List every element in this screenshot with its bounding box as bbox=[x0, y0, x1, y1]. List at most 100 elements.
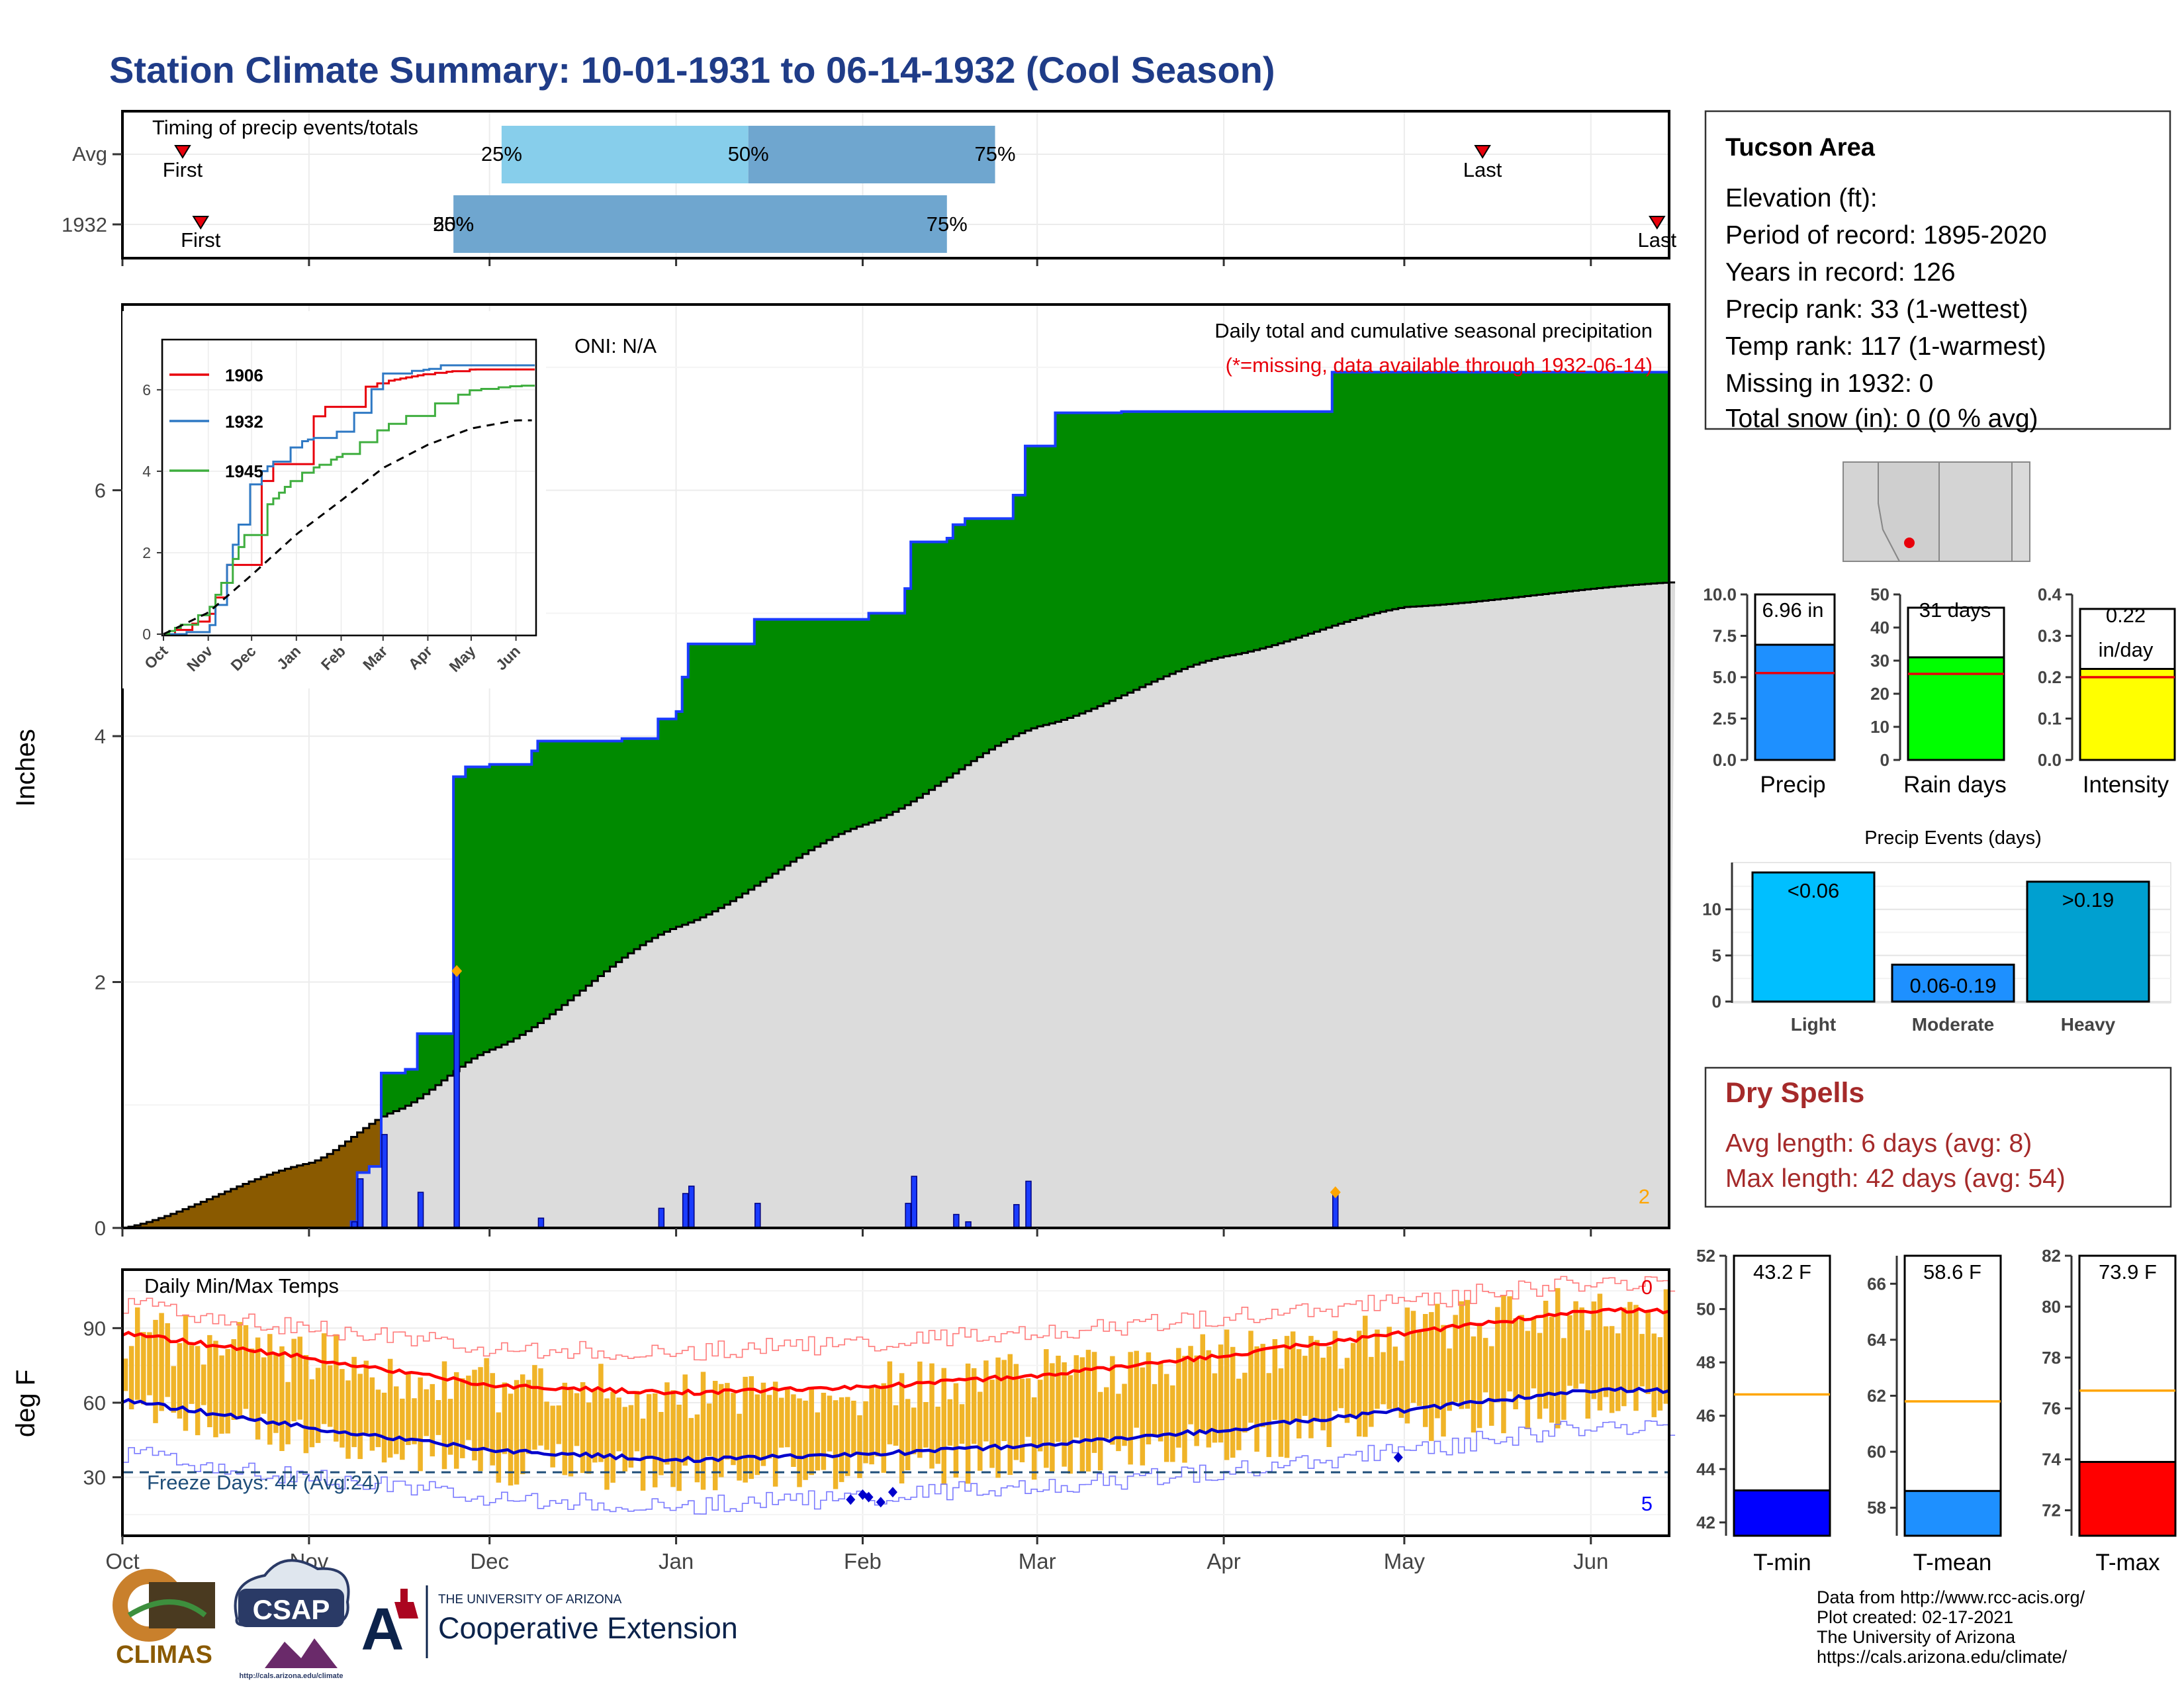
credit-line-1: Data from http://www.rcc-acis.org/ bbox=[1817, 1587, 2085, 1607]
daily-precip-bar-4 bbox=[453, 970, 460, 1229]
timing-frame bbox=[121, 110, 1670, 259]
csap-logo: CSAP http://cals.arizona.edu/climate bbox=[234, 1559, 350, 1680]
y1932-q75-label: 75% bbox=[927, 212, 968, 236]
precip-ytick-6: 6 bbox=[95, 479, 106, 502]
station-location-marker bbox=[1904, 538, 1915, 548]
info-line-missing: Missing in 1932: 0 bbox=[1725, 369, 1933, 398]
record-low-marker-0 bbox=[846, 1494, 856, 1505]
intensity-tick-0.2: 0.2 bbox=[2038, 667, 2062, 687]
inset-legend-1932: 1932 bbox=[225, 412, 263, 432]
raindays-tick-30: 30 bbox=[1870, 651, 1889, 671]
inset-line-1945 bbox=[163, 385, 535, 635]
y1932-q50-label: 50% bbox=[433, 212, 474, 236]
climas-logo: CLIMAS bbox=[113, 1569, 215, 1669]
precip-tick-7.5: 7.5 bbox=[1713, 626, 1737, 646]
intensity-tick-0.0: 0.0 bbox=[2038, 750, 2062, 770]
ua-letter: A bbox=[361, 1597, 404, 1663]
daily-precip-bar-3 bbox=[417, 1192, 424, 1229]
y1932-last-marker bbox=[1649, 216, 1666, 230]
inset-average-line bbox=[163, 419, 532, 635]
intensity-frame bbox=[2079, 608, 2176, 670]
month-label-Apr: Apr bbox=[1206, 1549, 1240, 1573]
tmin-frame bbox=[1733, 1254, 1831, 1537]
info-line-period: Period of record: 1895-2020 bbox=[1725, 221, 2047, 250]
raindays-mini-label: Rain days bbox=[1903, 772, 2007, 798]
record-day-marker-1 bbox=[1330, 1186, 1341, 1199]
daily-temperature-bars bbox=[122, 1288, 1669, 1491]
record-low-marker-4 bbox=[858, 1489, 868, 1500]
avg-q25-label: 25% bbox=[481, 142, 522, 165]
hot-count-label: 0 bbox=[1641, 1276, 1653, 1299]
temp-ytick-60: 60 bbox=[83, 1391, 106, 1415]
inset-frame bbox=[161, 338, 537, 637]
events-tick-5: 5 bbox=[1712, 945, 1721, 965]
tmax-tick-78: 78 bbox=[2042, 1348, 2061, 1368]
inset-legend-1945: 1945 bbox=[225, 461, 263, 481]
locator-map bbox=[1843, 461, 2030, 562]
raindays-tick-20: 20 bbox=[1870, 684, 1889, 704]
dry-spells-max: Max length: 42 days (avg: 54) bbox=[1725, 1164, 2066, 1193]
station-info-box: Tucson Area Elevation (ft): Period of re… bbox=[1704, 110, 2171, 433]
raindays-tick-0: 0 bbox=[1880, 750, 1889, 770]
precip-title-right: Daily total and cumulative seasonal prec… bbox=[1214, 319, 1653, 342]
intensity-value-bar bbox=[2079, 668, 2176, 761]
record-low-marker-2 bbox=[876, 1497, 886, 1508]
temp-ytick-30: 30 bbox=[83, 1466, 106, 1489]
daily-precip-bar-15 bbox=[1025, 1180, 1032, 1229]
tmean-value: 58.6 F bbox=[1923, 1260, 1981, 1284]
info-line-temp-rank: Temp rank: 117 (1-warmest) bbox=[1725, 332, 2046, 361]
y1932-q25-label: 25% bbox=[433, 212, 474, 236]
month-label-Oct: Oct bbox=[105, 1549, 139, 1573]
precip-ytick-2: 2 bbox=[95, 971, 106, 994]
tmin-tick-48: 48 bbox=[1696, 1352, 1715, 1372]
daily-precip-bar-8 bbox=[688, 1186, 695, 1229]
freeze-days-label: Freeze Days: 44 (Avg:24) bbox=[147, 1471, 381, 1494]
temp-ytick-90: 90 bbox=[83, 1317, 106, 1340]
y1932-last-label: Last bbox=[1638, 228, 1677, 252]
intensity-mini-value-1: 0.22 bbox=[2106, 604, 2146, 627]
avg-25-50-bar bbox=[501, 126, 749, 183]
tmin-value-bar bbox=[1733, 1489, 1831, 1537]
tmean-value-bar bbox=[1903, 1489, 2002, 1537]
missing-note: (*=missing, data available through 1932-… bbox=[1226, 353, 1653, 377]
daily-precip-bar-6 bbox=[658, 1207, 665, 1229]
y1932-first-marker bbox=[192, 216, 209, 230]
precip-ylabel: Inches bbox=[11, 729, 40, 807]
y1932-25-75-bar bbox=[453, 195, 947, 253]
tmean-tick-64: 64 bbox=[1867, 1330, 1886, 1350]
precip-frame bbox=[1754, 593, 1836, 646]
inset-ytick-0: 0 bbox=[142, 626, 151, 643]
events-category-Moderate: Moderate bbox=[1912, 1014, 1994, 1035]
below-normal-area bbox=[128, 1119, 382, 1228]
events-category-Heavy: Heavy bbox=[2061, 1014, 2116, 1035]
dry-spells-box: Dry Spells Avg length: 6 days (avg: 8) M… bbox=[1704, 1066, 2172, 1208]
tmin-tick-46: 46 bbox=[1696, 1406, 1715, 1426]
events-category-Light: Light bbox=[1791, 1014, 1836, 1035]
daily-precip-bar-2 bbox=[381, 1134, 388, 1229]
page-title: Station Climate Summary: 10-01-1931 to 0… bbox=[109, 49, 1275, 91]
cold-count-label: 5 bbox=[1641, 1492, 1653, 1515]
inset-ytick-2: 2 bbox=[142, 544, 151, 561]
cumulative-1932-line bbox=[122, 371, 1669, 1229]
avg-first-marker bbox=[174, 145, 191, 159]
daily-precip-bar-10 bbox=[905, 1203, 911, 1229]
raindays-tick-40: 40 bbox=[1870, 618, 1889, 637]
station-name: Tucson Area bbox=[1725, 134, 1876, 162]
daily-precip-bar-11 bbox=[911, 1176, 917, 1229]
precip-tick-0.0: 0.0 bbox=[1713, 750, 1737, 770]
info-line-years: Years in record: 126 bbox=[1725, 258, 1956, 287]
precip-mini-label: Precip bbox=[1760, 772, 1825, 798]
info-line-elevation: Elevation (ft): bbox=[1725, 184, 1878, 212]
credits: Data from http://www.rcc-acis.org/ Plot … bbox=[1817, 1587, 2085, 1667]
normal-min-line bbox=[122, 1386, 1670, 1464]
timing-row-1932: 1932 bbox=[62, 213, 107, 236]
normal-area bbox=[122, 582, 1676, 1228]
events-bar-Moderate bbox=[1891, 963, 2015, 1003]
intensity-tick-0.3: 0.3 bbox=[2038, 626, 2062, 646]
precip-panel: 0 2 4 6 Inches Daily total and cumulative s… bbox=[11, 303, 1676, 1240]
csap-text: CSAP bbox=[253, 1594, 330, 1625]
ua-big-text: Cooperative Extension bbox=[438, 1611, 738, 1645]
precip-mini-value: 6.96 in bbox=[1762, 598, 1823, 622]
